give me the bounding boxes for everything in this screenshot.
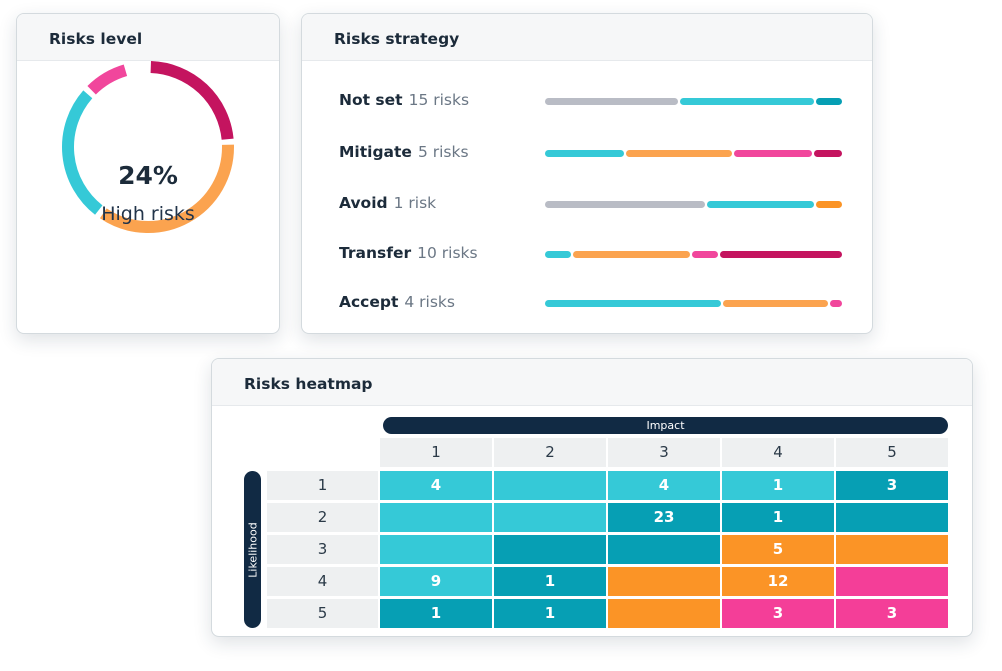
risks-level-donut — [62, 61, 234, 233]
heatmap-cell[interactable]: 4 — [380, 471, 492, 500]
heatmap-cell[interactable] — [608, 567, 720, 596]
impact-column-header: 1 — [380, 438, 492, 467]
impact-column-header: 5 — [836, 438, 948, 467]
heatmap-cell[interactable] — [380, 535, 492, 564]
strategy-count: 1 risk — [393, 194, 437, 212]
donut-segment-crimson — [150, 61, 234, 140]
impact-axis-label: Impact — [383, 417, 948, 434]
strategy-bar-segment — [545, 251, 572, 258]
risks-strategy-card: Risks strategy Not set 15 risks Mitigate 5 … — [301, 13, 873, 334]
heatmap-cell[interactable] — [494, 535, 606, 564]
strategy-name: Transfer — [339, 244, 412, 262]
strategy-bar-segment — [706, 201, 814, 208]
donut-segment-pink — [87, 64, 128, 95]
heatmap-cell[interactable]: 1 — [722, 471, 834, 500]
heatmap-cell[interactable]: 1 — [380, 599, 492, 628]
strategy-bar — [545, 201, 842, 208]
strategy-name: Avoid — [339, 194, 388, 212]
heatmap-cell[interactable]: 3 — [836, 471, 948, 500]
heatmap-cell[interactable]: 1 — [722, 503, 834, 532]
heatmap-cell[interactable]: 3 — [836, 599, 948, 628]
likelihood-axis: Likelihood — [244, 471, 261, 628]
strategy-bar-segment — [830, 300, 842, 307]
impact-column-header: 2 — [494, 438, 606, 467]
strategy-bar — [545, 300, 842, 307]
strategy-bar-segment — [691, 251, 718, 258]
strategy-bar-segment — [815, 98, 842, 105]
strategy-bar-segment — [680, 98, 814, 105]
high-risks-label: High risks — [101, 203, 195, 225]
strategy-bar — [545, 150, 842, 157]
likelihood-row-header: 1 — [267, 471, 378, 500]
strategy-count: 10 risks — [417, 244, 478, 262]
heatmap-cell[interactable] — [836, 567, 948, 596]
impact-column-header: 4 — [722, 438, 834, 467]
risks-level-title: Risks level — [17, 14, 279, 61]
strategy-bar-segment — [722, 300, 829, 307]
heatmap-cell[interactable]: 1 — [494, 599, 606, 628]
heatmap-cell[interactable]: 9 — [380, 567, 492, 596]
strategy-name: Mitigate — [339, 143, 412, 161]
risks-heatmap-title: Risks heatmap — [212, 359, 972, 406]
donut-segment-orange — [99, 144, 234, 233]
donut-segment-cyan — [62, 90, 103, 215]
heatmap-cell[interactable]: 4 — [608, 471, 720, 500]
impact-column-header: 3 — [608, 438, 720, 467]
strategy-bar-segment — [545, 150, 624, 157]
likelihood-row-header: 4 — [267, 567, 378, 596]
strategy-bar-segment — [733, 150, 813, 157]
heatmap-cell[interactable]: 5 — [722, 535, 834, 564]
strategy-bar-segment — [719, 251, 842, 258]
heatmap-cell[interactable]: 12 — [722, 567, 834, 596]
strategy-row-mitigate: Mitigate 5 risks — [339, 143, 469, 163]
likelihood-axis-label: Likelihood — [246, 521, 259, 578]
strategy-bar-segment — [545, 98, 679, 105]
heatmap-cell[interactable] — [380, 503, 492, 532]
high-risks-percent: 24% — [118, 161, 178, 190]
heatmap-cell[interactable] — [836, 503, 948, 532]
strategy-bar-segment — [625, 150, 732, 157]
strategy-row-accept: Accept 4 risks — [339, 293, 455, 313]
strategy-count: 4 risks — [404, 293, 455, 311]
risks-strategy-title: Risks strategy — [302, 14, 872, 61]
heatmap-cell[interactable] — [494, 503, 606, 532]
strategy-bar-segment — [815, 201, 842, 208]
strategy-count: 15 risks — [408, 91, 470, 109]
strategy-row-avoid: Avoid 1 risk — [339, 194, 436, 214]
heatmap-cell[interactable] — [836, 535, 948, 564]
strategy-row-transfer: Transfer 10 risks — [339, 244, 478, 264]
likelihood-row-header: 5 — [267, 599, 378, 628]
risks-level-card: Risks level 24% High risks — [16, 13, 280, 334]
heatmap-cell[interactable]: 1 — [494, 567, 606, 596]
heatmap-cell[interactable] — [608, 599, 720, 628]
heatmap-cell[interactable] — [494, 471, 606, 500]
heatmap-cell[interactable]: 3 — [722, 599, 834, 628]
likelihood-row-header: 2 — [267, 503, 378, 532]
heatmap-cell[interactable] — [608, 535, 720, 564]
strategy-count: 5 risks — [417, 143, 469, 161]
strategy-bar — [545, 251, 842, 258]
strategy-name: Accept — [339, 293, 399, 311]
strategy-name: Not set — [339, 91, 403, 109]
heatmap-cell[interactable]: 23 — [608, 503, 720, 532]
strategy-row-not-set: Not set 15 risks — [339, 91, 469, 111]
strategy-bar-segment — [573, 251, 690, 258]
likelihood-row-header: 3 — [267, 535, 378, 564]
strategy-bar-segment — [545, 201, 705, 208]
strategy-bar — [545, 98, 842, 105]
strategy-bar-segment — [814, 150, 842, 157]
strategy-bar-segment — [545, 300, 721, 307]
